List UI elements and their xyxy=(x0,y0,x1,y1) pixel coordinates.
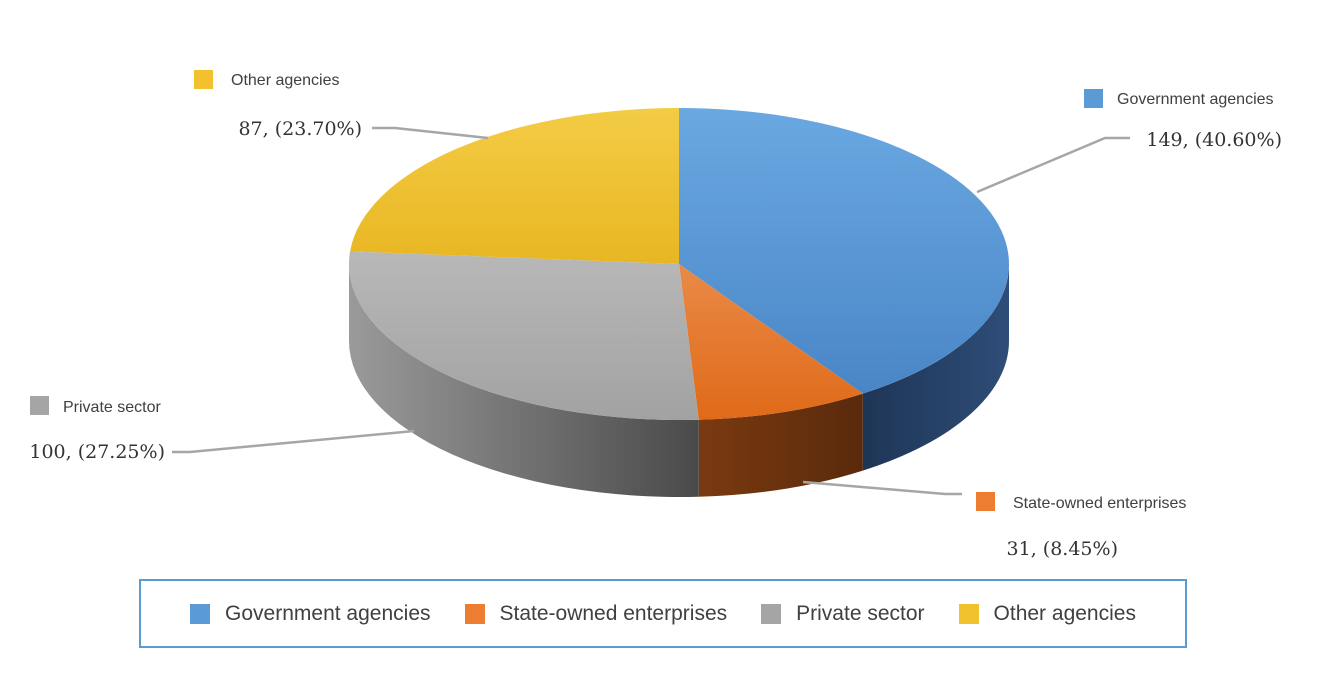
pie-slice-other-agencies xyxy=(350,108,679,264)
callout-swatch-private-sector xyxy=(30,396,49,415)
pie-sides xyxy=(349,264,1009,498)
legend-swatch-private-sector xyxy=(761,603,782,624)
callout-name-private-sector: Private sector xyxy=(63,399,161,416)
leader-line-state-owned-enterprises xyxy=(802,480,962,496)
legend-label-private-sector: Private sector xyxy=(796,601,925,625)
pie-side-government-agencies xyxy=(862,264,1009,471)
legend: Government agencies State-owned enterpri… xyxy=(139,579,1187,648)
callout-name-government-agencies: Government agencies xyxy=(1117,91,1274,108)
callout-name-other-agencies: Other agencies xyxy=(231,72,340,89)
pie-slice-state-owned-enterprises xyxy=(679,264,863,420)
legend-label-state-owned-enterprises: State-owned enterprises xyxy=(499,601,728,625)
callout-swatch-state-owned-enterprises xyxy=(976,492,995,511)
pie-side-private-sector xyxy=(349,264,699,498)
pie-slice-government-agencies xyxy=(679,108,1009,394)
legend-swatch-government-agencies xyxy=(190,603,211,624)
pie-callouts: Government agencies 149, (40.60%) State-ow… xyxy=(29,70,1282,560)
leader-line-private-sector xyxy=(172,429,415,454)
callout-swatch-other-agencies xyxy=(194,70,213,89)
leader-line-government-agencies xyxy=(976,136,1130,194)
pie-side-state-owned-enterprises xyxy=(698,393,863,497)
legend-swatch-other-agencies xyxy=(958,603,979,624)
legend-label-other-agencies: Other agencies xyxy=(993,601,1136,625)
legend-label-government-agencies: Government agencies xyxy=(225,601,431,625)
data-label-state-owned-enterprises: 31, (8.45%) xyxy=(1007,538,1118,560)
leader-line-other-agencies xyxy=(372,126,489,140)
data-label-private-sector: 100, (27.25%) xyxy=(29,441,165,463)
legend-item-private-sector: Private sector xyxy=(761,601,925,626)
legend-item-government-agencies: Government agencies xyxy=(190,601,431,626)
callout-swatch-government-agencies xyxy=(1084,89,1103,108)
data-label-other-agencies: 87, (23.70%) xyxy=(238,118,362,140)
legend-swatch-state-owned-enterprises xyxy=(464,603,485,624)
legend-item-other-agencies: Other agencies xyxy=(958,601,1136,626)
callout-name-state-owned-enterprises: State-owned enterprises xyxy=(1013,495,1186,512)
legend-item-state-owned-enterprises: State-owned enterprises xyxy=(464,601,728,626)
pie-slice-private-sector xyxy=(348,251,699,420)
pie-tops xyxy=(348,108,1009,420)
data-label-government-agencies: 149, (40.60%) xyxy=(1146,129,1282,151)
pie-chart: Government agencies 149, (40.60%) State-ow… xyxy=(29,70,1282,560)
